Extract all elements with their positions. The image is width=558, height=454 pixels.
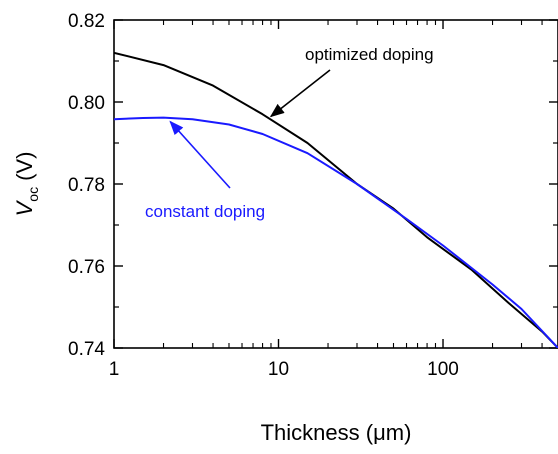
x-tick-label: 1 xyxy=(109,359,120,380)
x-axis-title: Thickness (μm) xyxy=(261,420,412,445)
annotation-constant-doping: constant doping xyxy=(145,202,265,221)
y-tick-labels: 0.74 0.76 0.78 0.80 0.82 xyxy=(68,11,105,360)
series-line-constant-doping xyxy=(114,116,558,348)
y-axis-title: Voc (V) xyxy=(12,152,41,217)
x-tick-labels: 1 10 100 xyxy=(109,359,459,380)
annotations: optimized doping constant doping xyxy=(145,45,434,221)
y-tick-label: 0.82 xyxy=(68,11,105,32)
plot-frame xyxy=(113,19,558,349)
y-axis-unit: (V) xyxy=(12,152,37,181)
y-axis-subscript: oc xyxy=(25,187,41,202)
annotation-arrow-constant-doping xyxy=(169,120,231,189)
y-tick-label: 0.78 xyxy=(68,175,105,196)
annotation-arrow-optimized-doping xyxy=(269,69,331,118)
y-tick-label: 0.76 xyxy=(68,257,105,278)
y-axis-symbol: V xyxy=(12,199,37,216)
y-tick-label: 0.74 xyxy=(68,339,105,360)
x-tick-label: 10 xyxy=(268,359,289,380)
x-tick-label: 100 xyxy=(427,359,459,380)
series-lines xyxy=(114,51,558,348)
axis-ticks xyxy=(113,19,558,349)
y-tick-label: 0.80 xyxy=(68,93,105,114)
annotation-optimized-doping: optimized doping xyxy=(305,45,434,64)
series-line-optimized-doping xyxy=(114,51,558,348)
